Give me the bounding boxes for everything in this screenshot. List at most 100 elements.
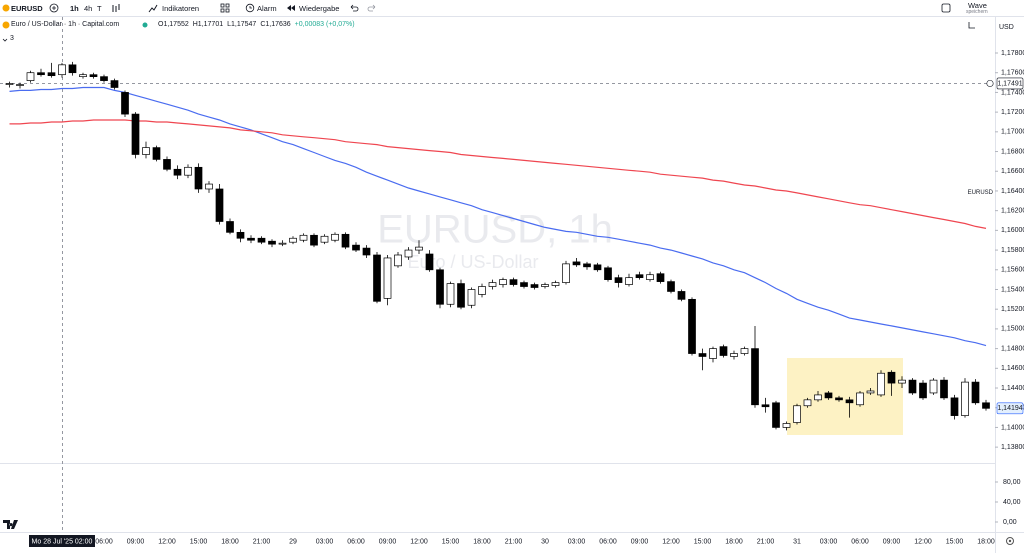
candle-body — [488, 282, 497, 287]
interval[interactable]: 1h — [70, 4, 79, 13]
y-tick-label: 1,14800 — [1001, 345, 1024, 352]
alarm[interactable]: Alarm — [257, 4, 277, 13]
candle-body — [898, 379, 906, 384]
candle-body — [152, 147, 161, 160]
symbol[interactable]: EURUSD — [11, 4, 43, 13]
candle-body — [446, 283, 455, 305]
candle-body — [793, 405, 801, 423]
candle-body — [26, 72, 35, 81]
indicators-icon — [148, 4, 158, 13]
indicators[interactable]: Indikatoren — [162, 4, 200, 13]
candle-body — [352, 244, 360, 251]
candle-body — [583, 263, 591, 268]
y-tick-label: 1,13800 — [1001, 444, 1024, 451]
add-symbol[interactable] — [49, 3, 59, 13]
replay[interactable]: Wiedergabe — [299, 4, 340, 13]
y-tick-label: 1,14600 — [1001, 365, 1024, 372]
save-layout[interactable]: Wave — [968, 1, 987, 10]
candle-body — [478, 286, 486, 295]
candle-body — [373, 254, 381, 302]
candle-body — [194, 166, 203, 190]
scale-icon[interactable] — [968, 21, 976, 29]
x-tick-label: 12:00 — [410, 538, 428, 545]
x-tick-label: 21:00 — [253, 538, 271, 545]
redo[interactable] — [367, 3, 377, 13]
currency[interactable]: USD — [999, 24, 1014, 31]
x-tick-label: 15:00 — [694, 538, 712, 545]
candle-body — [772, 402, 780, 428]
x-tick-label: 12:00 — [662, 538, 680, 545]
candle-body — [740, 348, 749, 354]
symbol-tag: EURUSD — [968, 190, 994, 196]
candle-body — [877, 372, 885, 396]
candle-body — [100, 76, 108, 81]
candle-body — [751, 348, 759, 406]
candle-body — [950, 397, 959, 416]
candle-body — [509, 279, 518, 285]
x-tick-label: 18:00 — [473, 538, 491, 545]
candle-body — [866, 390, 875, 394]
interval[interactable]: 4h — [84, 4, 93, 13]
candle-body — [688, 298, 696, 354]
y-tick-label: 1,17600 — [1001, 70, 1024, 77]
candle-body — [761, 404, 770, 408]
moving-average — [9, 86, 987, 347]
top-toolbar: EURUSD 1h 4h T Indikatoren Alarm Wiederg… — [0, 0, 1024, 17]
candle-body — [299, 234, 308, 241]
price-tag-label: 1,17491 — [997, 80, 1022, 87]
candle-body — [551, 282, 560, 286]
y-tick-label: 1,14000 — [1001, 424, 1024, 431]
candle-body — [89, 74, 98, 78]
x-tick-label: 15:00 — [442, 538, 460, 545]
candle-body — [457, 283, 465, 308]
candle-body — [814, 394, 822, 401]
price-tag-label: 1,14194 — [997, 405, 1022, 412]
chart-type[interactable] — [111, 3, 121, 13]
candle-body — [268, 240, 276, 245]
y-tick-label: 1,17800 — [1001, 50, 1024, 57]
y-tick-label: 1,14400 — [1001, 385, 1024, 392]
settings-icon[interactable] — [1006, 537, 1014, 545]
y-tick-label: 1,16800 — [1001, 148, 1024, 155]
highlight-rectangle[interactable] — [787, 358, 903, 435]
candle-body — [499, 279, 507, 285]
y-tick-label: 80,00 — [1003, 479, 1021, 486]
x-tick-label: 09:00 — [631, 538, 649, 545]
crosshair-time-label: Mo 28 Jul '25 02:00 — [32, 538, 93, 545]
fullscreen[interactable] — [941, 3, 951, 13]
ohlc-value: H1,17701 — [192, 21, 224, 28]
layouts[interactable] — [220, 3, 230, 13]
candle-body — [929, 379, 938, 394]
y-tick-label: 1,16000 — [1001, 227, 1024, 234]
candle-body — [656, 273, 665, 282]
y-tick-label: 1,17000 — [1001, 129, 1024, 136]
candle-body — [541, 284, 549, 287]
legend-collapse[interactable]: 3 — [10, 35, 14, 42]
candle-body — [68, 64, 77, 74]
y-tick-label: 1,16600 — [1001, 168, 1024, 175]
tv-logo — [3, 520, 18, 529]
candle-body — [142, 147, 150, 155]
ohlc-value: L1,17547 — [227, 21, 257, 28]
candle-body — [730, 353, 738, 357]
x-tick-label: 18:00 — [977, 538, 995, 545]
candle-body — [37, 72, 45, 76]
candle-body — [614, 277, 623, 283]
candle-body — [226, 221, 234, 233]
candle-body — [887, 371, 896, 384]
x-tick-label: 03:00 — [820, 538, 838, 545]
candle-body — [824, 392, 833, 399]
candle-body — [278, 242, 287, 245]
x-tick-label: 06:00 — [599, 538, 617, 545]
candle-body — [394, 254, 402, 267]
candle-body — [562, 263, 570, 283]
legend-title[interactable]: Euro / US-Dollar · 1h · Capital.com — [11, 21, 120, 28]
candle-body — [289, 237, 297, 243]
candle-body — [604, 267, 612, 280]
interval[interactable]: T — [97, 4, 102, 13]
candle-body — [47, 72, 56, 77]
candle-body — [919, 382, 927, 399]
undo[interactable] — [349, 3, 359, 13]
candle-body — [5, 83, 14, 85]
